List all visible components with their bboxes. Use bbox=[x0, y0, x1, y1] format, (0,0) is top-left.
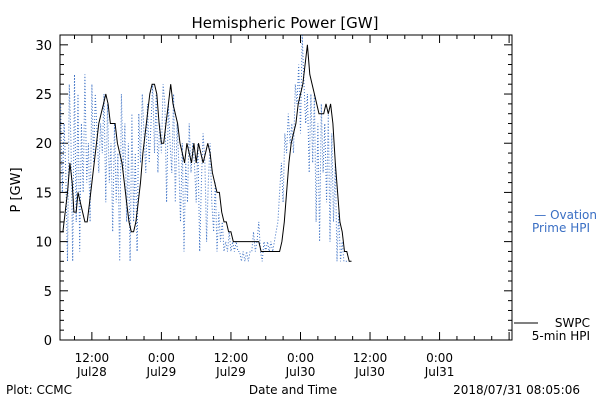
x-tick-label-date: Jul31 bbox=[424, 365, 455, 379]
y-tick-label: 0 bbox=[44, 334, 52, 349]
x-tick-label-date: Jul29 bbox=[146, 365, 177, 379]
x-tick-label-time: 0:00 bbox=[426, 351, 453, 365]
x-tick-label-date: Jul30 bbox=[354, 365, 385, 379]
x-axis-label: Date and Time bbox=[249, 383, 337, 397]
y-axis-label: P [GW] bbox=[9, 167, 24, 212]
x-tick-label-time: 12:00 bbox=[75, 351, 110, 365]
legend-ovation-line1: — Ovation bbox=[534, 208, 597, 222]
plot-area-frame bbox=[59, 34, 513, 341]
y-tick-label: 10 bbox=[35, 236, 52, 251]
y-axis: 0 5 10 15 20 25 30 bbox=[35, 34, 512, 349]
x-axis: 12:00Jul280:00Jul2912:00Jul290:00Jul3012… bbox=[73, 35, 510, 379]
y-tick-label: 5 bbox=[44, 285, 52, 300]
x-tick-label-time: 0:00 bbox=[287, 351, 314, 365]
ovation-prime-series-line bbox=[60, 34, 352, 262]
x-tick-label-date: Jul29 bbox=[215, 365, 246, 379]
plot-timestamp: 2018/07/31 08:05:06 bbox=[453, 383, 580, 397]
plot-credit: Plot: CCMC bbox=[6, 383, 72, 397]
x-tick-label-time: 12:00 bbox=[214, 351, 249, 365]
y-tick-label: 20 bbox=[35, 137, 52, 152]
x-tick-label-date: Jul28 bbox=[76, 365, 107, 379]
chart-title: Hemispheric Power [GW] bbox=[192, 14, 379, 32]
y-tick-label: 25 bbox=[35, 88, 52, 103]
series-layer bbox=[60, 34, 352, 262]
legend-swpc-line1: SWPC bbox=[555, 316, 590, 330]
x-tick-label-time: 12:00 bbox=[353, 351, 388, 365]
y-tick-label: 15 bbox=[35, 186, 52, 201]
swpc-series-line bbox=[60, 44, 352, 262]
x-tick-label-date: Jul30 bbox=[285, 365, 316, 379]
legend-ovation-line2: Prime HPI bbox=[532, 221, 590, 235]
x-tick-label-time: 0:00 bbox=[148, 351, 175, 365]
y-tick-label: 30 bbox=[35, 39, 52, 54]
legend-swpc-line2: 5-min HPI bbox=[532, 329, 590, 343]
legend: — Ovation Prime HPI SWPC 5-min HPI bbox=[514, 208, 597, 343]
